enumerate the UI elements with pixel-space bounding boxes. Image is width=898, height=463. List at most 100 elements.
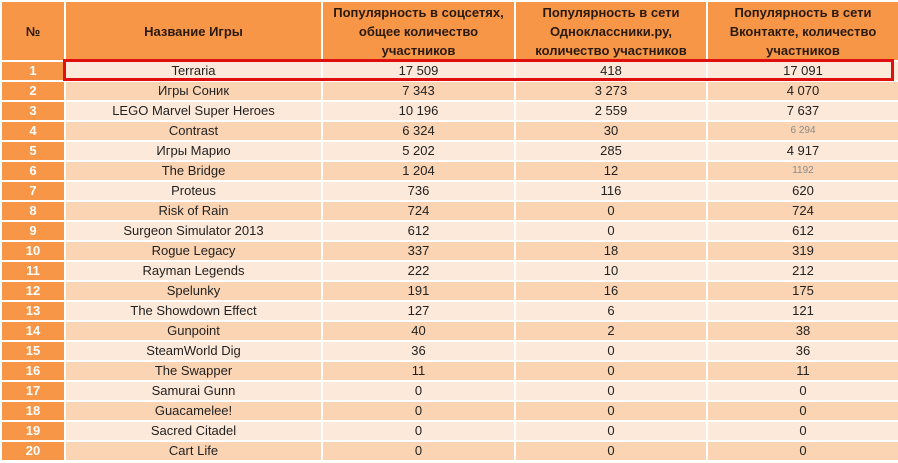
odnoklassniki-count-cell[interactable]: 12: [514, 160, 708, 182]
odnoklassniki-count-cell[interactable]: 6: [514, 300, 708, 322]
vkontakte-count-cell[interactable]: 0: [706, 380, 898, 402]
vkontakte-count-cell[interactable]: 4 070: [706, 80, 898, 102]
total-count-cell[interactable]: 6 324: [321, 120, 516, 142]
odnoklassniki-count-cell[interactable]: 418: [514, 60, 708, 82]
vkontakte-count-cell[interactable]: 175: [706, 280, 898, 302]
total-count-cell[interactable]: 0: [321, 380, 516, 402]
vkontakte-count-cell[interactable]: 319: [706, 240, 898, 262]
row-number-cell[interactable]: 5: [0, 140, 66, 162]
game-name-cell[interactable]: Игры Соник: [64, 80, 323, 102]
row-number-cell[interactable]: 20: [0, 440, 66, 462]
game-name-cell[interactable]: Samurai Gunn: [64, 380, 323, 402]
row-number-cell[interactable]: 1: [0, 60, 66, 82]
total-count-cell[interactable]: 0: [321, 420, 516, 442]
odnoklassniki-count-cell[interactable]: 3 273: [514, 80, 708, 102]
row-number-cell[interactable]: 18: [0, 400, 66, 422]
vkontakte-count-cell[interactable]: 0: [706, 420, 898, 442]
odnoklassniki-count-cell[interactable]: 0: [514, 420, 708, 442]
game-name-cell[interactable]: Gunpoint: [64, 320, 323, 342]
row-number-cell[interactable]: 12: [0, 280, 66, 302]
row-number-cell[interactable]: 7: [0, 180, 66, 202]
row-number-cell[interactable]: 13: [0, 300, 66, 322]
row-number-cell[interactable]: 19: [0, 420, 66, 442]
row-number-cell[interactable]: 15: [0, 340, 66, 362]
vkontakte-count-cell[interactable]: 212: [706, 260, 898, 282]
game-name-cell[interactable]: Guacamelee!: [64, 400, 323, 422]
header-game-name[interactable]: Название Игры: [64, 0, 323, 62]
row-number-cell[interactable]: 8: [0, 200, 66, 222]
row-number-cell[interactable]: 10: [0, 240, 66, 262]
odnoklassniki-count-cell[interactable]: 0: [514, 380, 708, 402]
odnoklassniki-count-cell[interactable]: 16: [514, 280, 708, 302]
odnoklassniki-count-cell[interactable]: 0: [514, 360, 708, 382]
vkontakte-count-cell[interactable]: 724: [706, 200, 898, 222]
row-number-cell[interactable]: 2: [0, 80, 66, 102]
odnoklassniki-count-cell[interactable]: 10: [514, 260, 708, 282]
total-count-cell[interactable]: 337: [321, 240, 516, 262]
total-count-cell[interactable]: 736: [321, 180, 516, 202]
total-count-cell[interactable]: 0: [321, 440, 516, 462]
game-name-cell[interactable]: LEGO Marvel Super Heroes: [64, 100, 323, 122]
total-count-cell[interactable]: 724: [321, 200, 516, 222]
header-number[interactable]: №: [0, 0, 66, 62]
odnoklassniki-count-cell[interactable]: 0: [514, 440, 708, 462]
header-odnoklassniki[interactable]: Популярность в сети Одноклассники.ру, ко…: [514, 0, 708, 62]
row-number-cell[interactable]: 3: [0, 100, 66, 122]
vkontakte-count-cell[interactable]: 38: [706, 320, 898, 342]
row-number-cell[interactable]: 4: [0, 120, 66, 142]
vkontakte-count-cell[interactable]: 36: [706, 340, 898, 362]
total-count-cell[interactable]: 191: [321, 280, 516, 302]
game-name-cell[interactable]: Spelunky: [64, 280, 323, 302]
row-number-cell[interactable]: 9: [0, 220, 66, 242]
total-count-cell[interactable]: 11: [321, 360, 516, 382]
total-count-cell[interactable]: 36: [321, 340, 516, 362]
row-number-cell[interactable]: 17: [0, 380, 66, 402]
vkontakte-count-cell[interactable]: 620: [706, 180, 898, 202]
game-name-cell[interactable]: The Bridge: [64, 160, 323, 182]
game-name-cell[interactable]: The Swapper: [64, 360, 323, 382]
total-count-cell[interactable]: 7 343: [321, 80, 516, 102]
vkontakte-count-cell[interactable]: 4 917: [706, 140, 898, 162]
total-count-cell[interactable]: 17 509: [321, 60, 516, 82]
vkontakte-count-cell[interactable]: 612: [706, 220, 898, 242]
total-count-cell[interactable]: 1 204: [321, 160, 516, 182]
vkontakte-count-cell[interactable]: 0: [706, 400, 898, 422]
game-name-cell[interactable]: Cart Life: [64, 440, 323, 462]
header-total-popularity[interactable]: Популярность в соцсетях, общее количеств…: [321, 0, 516, 62]
odnoklassniki-count-cell[interactable]: 2 559: [514, 100, 708, 122]
total-count-cell[interactable]: 40: [321, 320, 516, 342]
total-count-cell[interactable]: 10 196: [321, 100, 516, 122]
odnoklassniki-count-cell[interactable]: 30: [514, 120, 708, 142]
vkontakte-count-cell[interactable]: 17 091: [706, 60, 898, 82]
odnoklassniki-count-cell[interactable]: 2: [514, 320, 708, 342]
total-count-cell[interactable]: 0: [321, 400, 516, 422]
game-name-cell[interactable]: Terraria: [64, 60, 323, 82]
vkontakte-count-cell[interactable]: 6 294: [706, 120, 898, 142]
game-name-cell[interactable]: Risk of Rain: [64, 200, 323, 222]
odnoklassniki-count-cell[interactable]: 0: [514, 340, 708, 362]
total-count-cell[interactable]: 127: [321, 300, 516, 322]
game-name-cell[interactable]: Surgeon Simulator 2013: [64, 220, 323, 242]
header-vkontakte[interactable]: Популярность в сети Вконтакте, количеств…: [706, 0, 898, 62]
game-name-cell[interactable]: Proteus: [64, 180, 323, 202]
total-count-cell[interactable]: 222: [321, 260, 516, 282]
vkontakte-count-cell[interactable]: 1192: [706, 160, 898, 182]
row-number-cell[interactable]: 14: [0, 320, 66, 342]
odnoklassniki-count-cell[interactable]: 0: [514, 400, 708, 422]
odnoklassniki-count-cell[interactable]: 116: [514, 180, 708, 202]
vkontakte-count-cell[interactable]: 0: [706, 440, 898, 462]
total-count-cell[interactable]: 612: [321, 220, 516, 242]
row-number-cell[interactable]: 6: [0, 160, 66, 182]
row-number-cell[interactable]: 11: [0, 260, 66, 282]
game-name-cell[interactable]: Contrast: [64, 120, 323, 142]
game-name-cell[interactable]: Sacred Citadel: [64, 420, 323, 442]
vkontakte-count-cell[interactable]: 7 637: [706, 100, 898, 122]
game-name-cell[interactable]: SteamWorld Dig: [64, 340, 323, 362]
vkontakte-count-cell[interactable]: 121: [706, 300, 898, 322]
game-name-cell[interactable]: Игры Марио: [64, 140, 323, 162]
odnoklassniki-count-cell[interactable]: 18: [514, 240, 708, 262]
total-count-cell[interactable]: 5 202: [321, 140, 516, 162]
odnoklassniki-count-cell[interactable]: 0: [514, 220, 708, 242]
odnoklassniki-count-cell[interactable]: 0: [514, 200, 708, 222]
odnoklassniki-count-cell[interactable]: 285: [514, 140, 708, 162]
